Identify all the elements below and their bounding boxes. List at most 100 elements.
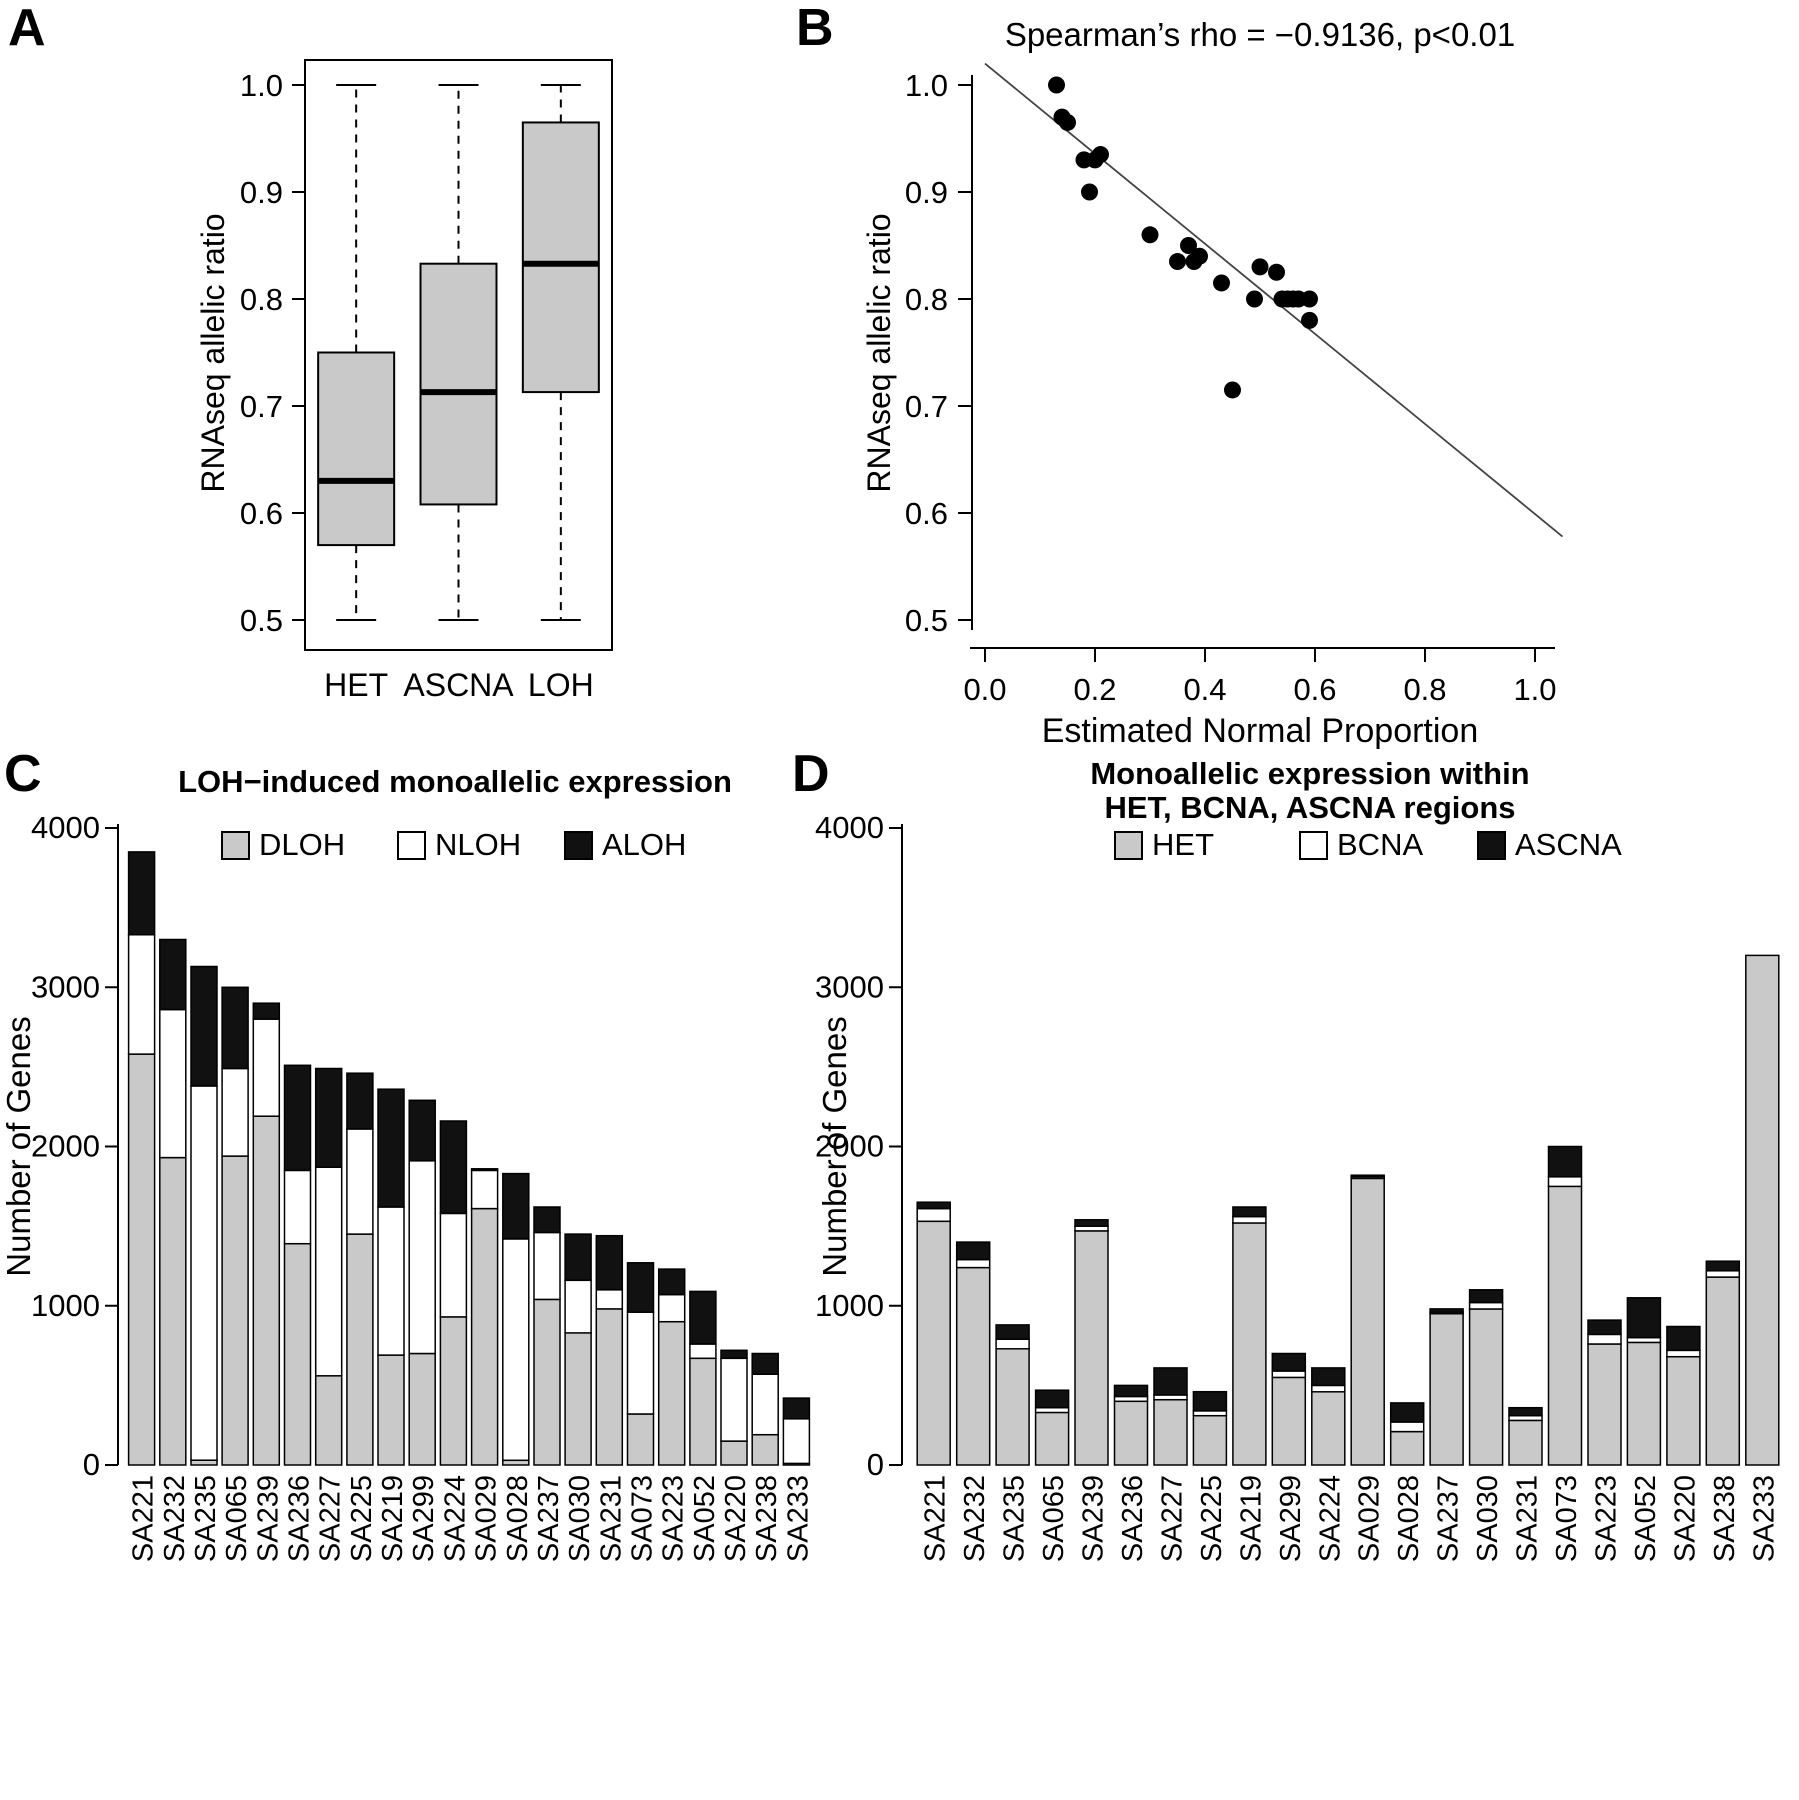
x-category-label: SA052 — [689, 1475, 721, 1562]
y-tick-label: 1000 — [31, 1288, 100, 1323]
x-tick-label: 0.6 — [1293, 672, 1336, 707]
y-tick-label: 0.7 — [905, 389, 948, 424]
panel-b-label: B — [796, 0, 834, 57]
bar-segment-bcna — [1666, 1349, 1701, 1358]
scatter-point — [1059, 113, 1076, 131]
box-LOH — [521, 121, 600, 394]
x-category-label: SA065 — [1038, 1475, 1070, 1562]
x-category-label: LOH — [528, 667, 594, 703]
bar-segment-dloh — [470, 1207, 499, 1466]
bar-segment-het — [1666, 1355, 1701, 1466]
bar-segment-nloh — [564, 1279, 592, 1334]
bar-segment-ascna — [1547, 1145, 1583, 1178]
bar-segment-nloh — [533, 1231, 561, 1301]
legend-label-aloh: ALOH — [602, 827, 686, 862]
bar-segment-dloh — [626, 1413, 655, 1466]
bar-segment-aloh — [595, 1234, 624, 1291]
x-category-label: SA224 — [1314, 1475, 1346, 1562]
bar-segment-ascna — [955, 1241, 991, 1261]
legend-swatch-ascna — [1477, 831, 1506, 860]
y-tick-label: 3000 — [31, 969, 100, 1004]
bar-segment-ascna — [995, 1324, 1030, 1340]
bar-segment-het — [1350, 1177, 1385, 1466]
bar-segment-aloh — [314, 1067, 343, 1168]
x-category-label: SA219 — [1235, 1475, 1267, 1562]
y-tick-label: 0 — [867, 1447, 884, 1482]
x-category-label: SA030 — [564, 1475, 596, 1562]
bar-segment-het — [1074, 1230, 1109, 1466]
x-category-label: SA220 — [720, 1475, 752, 1562]
bar-segment-nloh — [657, 1293, 686, 1323]
legend-label-het: HET — [1152, 827, 1214, 862]
y-tick-label: 2000 — [31, 1129, 100, 1164]
bar-segment-aloh — [283, 1064, 312, 1172]
legend-label-nloh: NLOH — [435, 827, 521, 862]
box-HET — [317, 351, 396, 547]
x-category-label: SA236 — [1117, 1475, 1149, 1562]
x-category-label: SA231 — [595, 1475, 627, 1562]
scatter-point — [1081, 183, 1098, 201]
bar-segment-nloh — [408, 1160, 436, 1355]
bar-segment-het — [916, 1220, 951, 1466]
x-category-label: ASCNA — [403, 667, 514, 703]
bar-segment-aloh — [564, 1233, 592, 1282]
bar-segment-bcna — [1468, 1301, 1504, 1310]
panel-a-boxplot: 1.0 0.9 0.8 0.7 0.6 0.5 RNAseq allelic ratio HE… — [195, 59, 613, 703]
scatter-point — [1301, 290, 1318, 308]
x-category-label: SA239 — [252, 1475, 284, 1562]
scatter-point — [1213, 274, 1230, 292]
x-category-label: SA221 — [128, 1475, 160, 1562]
bar-segment-aloh — [657, 1268, 686, 1296]
x-tick-label: 0.8 — [1403, 672, 1446, 707]
bar-segment-het — [1745, 954, 1780, 1466]
bar-segment-ascna — [1311, 1367, 1346, 1387]
bar-segment-aloh — [533, 1206, 561, 1234]
bar-segment-dloh — [314, 1375, 343, 1466]
bar-segment-dloh — [346, 1233, 374, 1466]
y-tick-label: 0.8 — [240, 282, 283, 317]
bar-segment-dloh — [564, 1332, 592, 1466]
bar-segment-bcna — [1705, 1269, 1741, 1278]
y-tick-label: 0.7 — [240, 389, 283, 424]
bar-segment-het — [1547, 1185, 1583, 1466]
x-category-label: SA232 — [159, 1475, 191, 1562]
scatter-point — [1092, 146, 1109, 164]
bar-segment-nloh — [221, 1067, 249, 1157]
bar-segment-bcna — [1192, 1410, 1228, 1417]
scatter-point — [1224, 381, 1241, 399]
bar-segment-het — [1626, 1341, 1662, 1466]
bar-segment-aloh — [408, 1099, 436, 1162]
y-tick-label: 1.0 — [905, 68, 948, 103]
bar-segment-dloh — [377, 1354, 405, 1466]
scatter-point — [1246, 290, 1263, 308]
bar-segment-het — [1587, 1343, 1622, 1466]
x-category-label: HET — [324, 667, 388, 703]
bar-segment-dloh — [595, 1308, 624, 1466]
x-category-label: SA231 — [1512, 1475, 1544, 1562]
x-category-label: SA221 — [920, 1475, 952, 1562]
bar-segment-nloh — [314, 1166, 343, 1377]
bar-segment-het — [955, 1266, 991, 1466]
bar-segment-nloh — [346, 1128, 374, 1235]
scatter-point — [1169, 253, 1186, 271]
bar-segment-nloh — [127, 933, 156, 1055]
x-category-label: SA225 — [346, 1475, 378, 1562]
bar-segment-nloh — [502, 1238, 530, 1462]
legend-swatch-het — [1114, 831, 1143, 860]
x-category-label: SA223 — [1591, 1475, 1623, 1562]
bar-segment-het — [1232, 1222, 1267, 1466]
chart-title: Monoallelic expression within — [1090, 756, 1529, 791]
bar-segment-dloh — [408, 1352, 436, 1466]
panel-d-label: D — [792, 745, 830, 803]
scatter-point — [1301, 311, 1318, 329]
y-tick-label: 0.5 — [240, 603, 283, 638]
bar-segment-het — [1113, 1400, 1149, 1466]
x-tick-label: 0.4 — [1183, 672, 1226, 707]
y-axis-title: RNAseq allelic ratio — [195, 213, 231, 492]
scatter-point — [1191, 247, 1208, 265]
bar-segment-nloh — [377, 1206, 405, 1356]
y-tick-label: 4000 — [31, 810, 100, 845]
x-category-label: SA030 — [1472, 1475, 1504, 1562]
x-category-label: SA232 — [959, 1475, 991, 1562]
